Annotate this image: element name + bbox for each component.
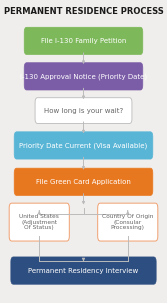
- FancyBboxPatch shape: [14, 168, 153, 195]
- FancyBboxPatch shape: [35, 98, 132, 124]
- Text: How long is your wait?: How long is your wait?: [44, 108, 123, 114]
- Text: Permanent Residency Interview: Permanent Residency Interview: [28, 268, 139, 274]
- Text: United States
(Adjustment
Of Status): United States (Adjustment Of Status): [19, 214, 59, 230]
- Text: I-130 Approval Notice (Priority Date): I-130 Approval Notice (Priority Date): [20, 73, 147, 80]
- Text: File Green Card Application: File Green Card Application: [36, 179, 131, 185]
- FancyBboxPatch shape: [24, 63, 143, 90]
- Text: Priority Date Current (Visa Available): Priority Date Current (Visa Available): [19, 142, 148, 149]
- FancyBboxPatch shape: [14, 132, 153, 159]
- Text: Country Of Origin
(Consular
Processing): Country Of Origin (Consular Processing): [102, 214, 153, 230]
- Text: PERMANENT RESIDENCE PROCESS: PERMANENT RESIDENCE PROCESS: [4, 7, 163, 16]
- FancyBboxPatch shape: [11, 257, 156, 284]
- FancyBboxPatch shape: [98, 203, 158, 241]
- Text: File I-130 Family Petition: File I-130 Family Petition: [41, 38, 126, 44]
- FancyBboxPatch shape: [9, 203, 69, 241]
- FancyBboxPatch shape: [24, 27, 143, 55]
